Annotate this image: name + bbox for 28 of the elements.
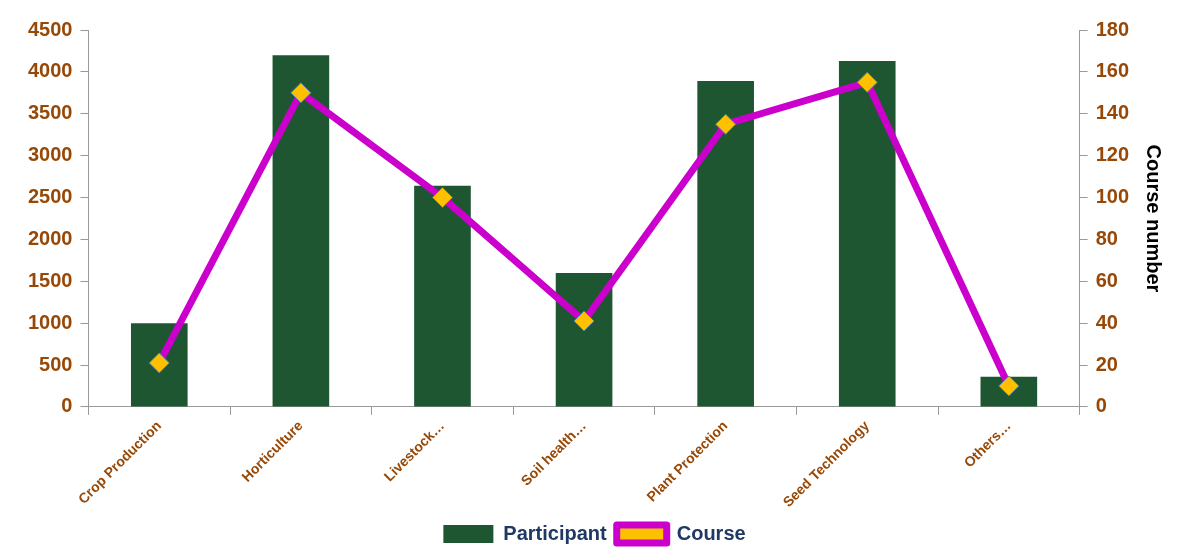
y2-tick-label: 20 — [1095, 352, 1118, 375]
y-tick-label: 3500 — [27, 101, 73, 124]
y2-tick-label: 40 — [1095, 310, 1118, 333]
y-tick-label: 1500 — [27, 268, 73, 291]
y-tick-label: 0 — [61, 394, 73, 417]
bar — [414, 185, 471, 407]
y-tick-label: 2000 — [27, 226, 73, 249]
y-tick-label: 2500 — [27, 185, 73, 208]
legend-label: Participant — [503, 521, 608, 544]
legend-label: Course — [676, 521, 746, 544]
y-tick-label: 4500 — [27, 17, 73, 40]
bar — [272, 55, 330, 407]
y-tick-label: 1000 — [27, 310, 73, 333]
y2-tick-label: 140 — [1095, 101, 1130, 124]
y2-tick-label: 120 — [1095, 143, 1130, 166]
y-tick-label: 500 — [39, 352, 73, 375]
y2-tick-label: 160 — [1095, 59, 1130, 82]
y2-tick-label: 80 — [1095, 226, 1118, 249]
y2-tick-label: 180 — [1095, 17, 1130, 40]
y2-tick-label: 0 — [1095, 394, 1107, 417]
y2-tick-label: 60 — [1095, 268, 1118, 291]
y-tick-label: 4000 — [27, 59, 73, 82]
y2-tick-label: 100 — [1095, 185, 1130, 208]
bar — [838, 60, 896, 407]
y-tick-label: 3000 — [27, 143, 73, 166]
bar — [697, 81, 754, 407]
y2-axis-title: Course number — [1143, 144, 1166, 293]
bar — [555, 272, 613, 407]
